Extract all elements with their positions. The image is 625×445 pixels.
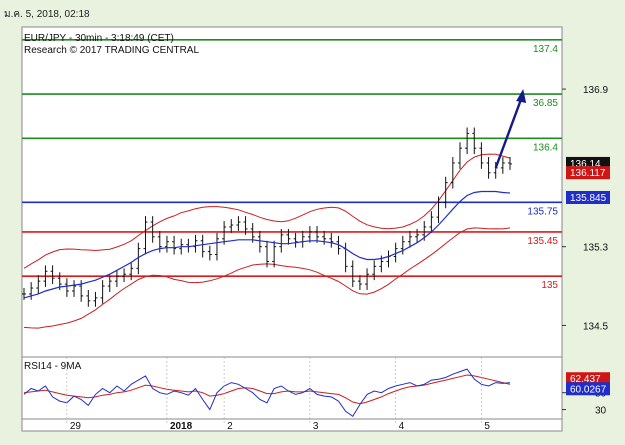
- level-label-5: 135: [541, 280, 558, 291]
- price-tick-label-0: 136.9: [583, 85, 608, 96]
- price-tag-2: 135.845: [570, 193, 607, 204]
- price-tag-1: 136.117: [570, 168, 606, 179]
- time-tick-label-2: 2: [227, 421, 233, 432]
- price-tick-label-1: 135.3: [583, 243, 608, 254]
- timestamp-label: ม.ค. 5, 2018, 02:18: [4, 9, 90, 20]
- moving-average-line: [23, 190, 511, 299]
- rsi-tag-bg-0: [566, 372, 610, 386]
- time-tick-label-4: 4: [399, 421, 405, 432]
- rsi-panel: [21, 356, 563, 420]
- level-label-1: 36.85: [533, 98, 558, 109]
- chart-title: EUR/JPY - 30min - 3:18:49 (CET): [24, 33, 174, 44]
- time-tick-label-3: 3: [313, 421, 319, 432]
- projection-arrowhead-icon: [516, 89, 527, 104]
- price-tag-0: 136.14: [570, 159, 601, 170]
- time-tick-label-0: 29: [70, 421, 82, 432]
- upper-band-line: [23, 153, 511, 269]
- rsi-tick-label-1: 30: [595, 406, 607, 417]
- level-label-3: 135.75: [527, 206, 558, 217]
- time-tick-label-1: 2018: [170, 421, 193, 432]
- level-label-4: 135.45: [527, 236, 558, 247]
- rsi-ma-line: [23, 374, 511, 405]
- price-tag-bg-1: [566, 166, 610, 180]
- time-axis-band: [21, 418, 563, 432]
- rsi-tag-bg-1: [566, 382, 610, 396]
- rsi-tag-0: 62.437: [570, 374, 601, 385]
- projection-arrow-line: [494, 98, 523, 169]
- price-tick-label-2: 134.5: [583, 321, 608, 332]
- level-label-0: 137.4: [533, 44, 558, 55]
- rsi-label: RSI14 - 9MA: [24, 361, 82, 372]
- price-tag-bg-2: [566, 190, 610, 204]
- time-tick-label-5: 5: [484, 421, 490, 432]
- chart-subtitle: Research © 2017 TRADING CENTRAL: [24, 45, 199, 56]
- level-label-2: 136.4: [533, 142, 558, 153]
- rsi-line: [23, 368, 511, 418]
- price-panel: [21, 26, 563, 358]
- rsi-tag-1: 60.0267: [570, 384, 607, 395]
